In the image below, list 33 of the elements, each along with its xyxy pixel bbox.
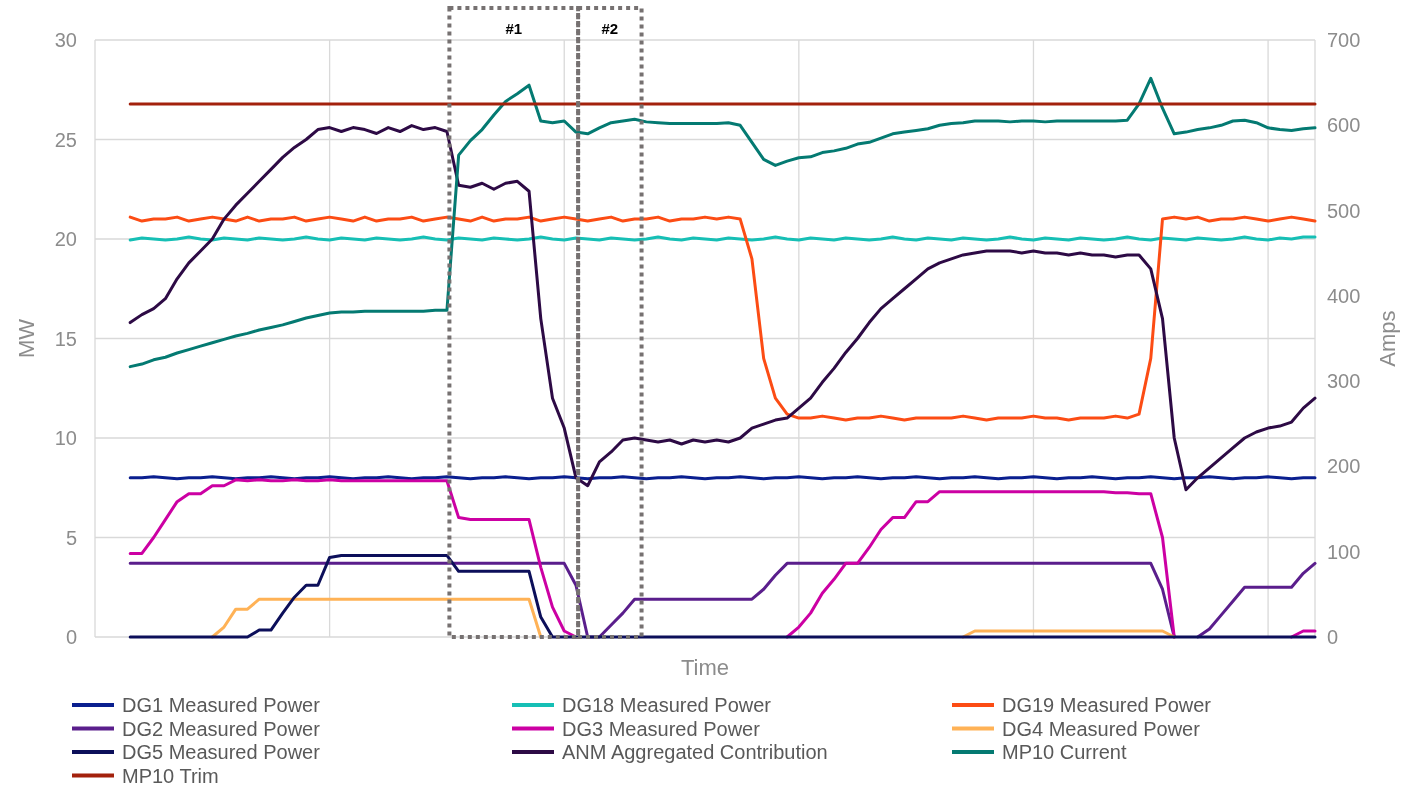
y2-tick-label: 200 — [1327, 455, 1361, 478]
y-tick-label: 30 — [54, 29, 77, 51]
line-series — [128, 76, 1317, 369]
x-axis-title: Time — [680, 655, 730, 680]
y2-tick-label: 600 — [1327, 114, 1361, 137]
y2-tick-label: 500 — [1327, 199, 1361, 222]
legend-label: ANM Aggregated Contribution — [562, 741, 828, 763]
y-tick-label: 5 — [65, 526, 77, 549]
legend-label: DG5 Measured Power — [122, 741, 321, 763]
y-tick-label: 0 — [65, 626, 77, 648]
text: #1 — [505, 20, 523, 37]
legend-label: DG3 Measured Power — [562, 717, 761, 740]
y2-tick-label: 400 — [1327, 284, 1361, 307]
line-series — [128, 124, 1317, 492]
legend-label: MP10 Trim — [122, 764, 219, 785]
y2-tick-label: 700 — [1327, 29, 1361, 51]
line-series — [128, 215, 1317, 422]
y-tick-label: 10 — [54, 427, 77, 449]
legend-label: DG18 Measured Power — [562, 694, 772, 716]
y2-axis-title: Amps — [1375, 310, 1400, 367]
y2-tick-label: 100 — [1327, 540, 1361, 563]
y2-tick-label: 300 — [1327, 370, 1361, 393]
y-tick-label: 25 — [54, 128, 77, 151]
y2-tick-label: 0 — [1327, 626, 1339, 648]
y-tick-label: 20 — [54, 228, 77, 250]
y-axis-title: MW — [14, 318, 39, 359]
y-tick-label: 15 — [54, 327, 77, 350]
legend-label: DG1 Measured Power — [122, 694, 321, 716]
legend-label: DG4 Measured Power — [1002, 717, 1201, 740]
legend-label: MP10 Current — [1002, 741, 1127, 763]
text: #2 — [601, 20, 619, 37]
legend-label: DG19 Measured Power — [1002, 694, 1212, 716]
legend-label: DG2 Measured Power — [122, 717, 321, 740]
